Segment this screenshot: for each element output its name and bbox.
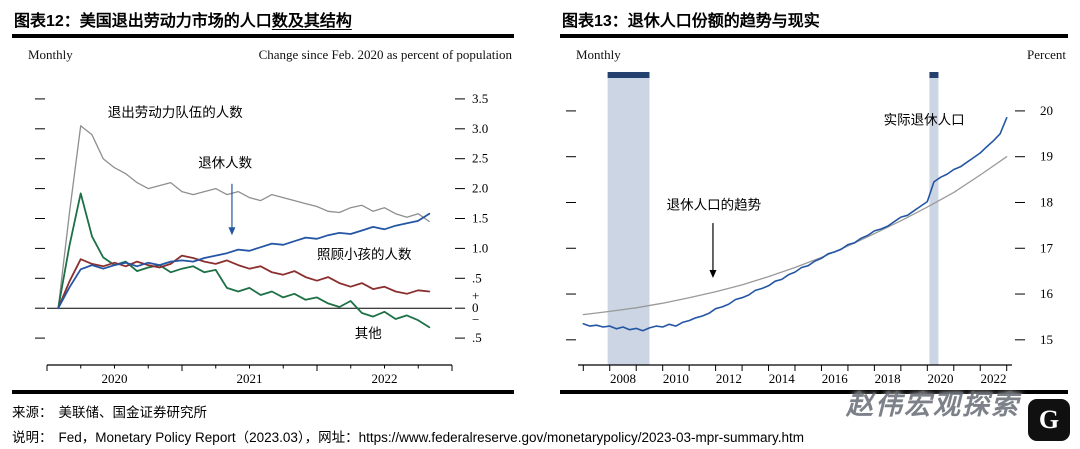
- y-tick-label: 15: [1040, 332, 1053, 347]
- source-line: 来源： 美联储、国金证券研究所: [12, 401, 207, 421]
- note-url[interactable]: https://www.federalreserve.gov/monetaryp…: [358, 430, 805, 445]
- chart12-frequency-label: Monthly: [28, 47, 73, 62]
- y-tick-label: 18: [1040, 194, 1053, 209]
- chart-annotation: 退休人数: [198, 156, 252, 171]
- x-tick-label: 2010: [663, 371, 689, 386]
- x-tick-label: 2020: [928, 371, 954, 386]
- watermark-text: 赵伟宏观探索: [846, 390, 1020, 420]
- y-tick-label: 20: [1040, 103, 1053, 118]
- series-line: [582, 117, 1008, 332]
- annotation-arrow-head: [709, 270, 717, 279]
- x-tick-label: 2018: [875, 371, 901, 386]
- chart13-unit-label: Percent: [1027, 47, 1066, 62]
- x-tick-label: 2012: [716, 371, 742, 386]
- chart12-title: 图表12：美国退出劳动力市场的人口数及其结构: [14, 7, 352, 31]
- recession-band: [607, 72, 650, 365]
- y-tick-label: 16: [1040, 286, 1054, 301]
- y-tick-label: +: [472, 288, 479, 303]
- chart12-top-rule: [12, 34, 514, 38]
- y-tick-label: 17: [1040, 240, 1054, 255]
- recession-band-cap: [607, 72, 650, 78]
- chart13-title-text: 图表13：退休人口份额的趋势与现实: [562, 13, 820, 30]
- y-tick-label: 0: [472, 300, 479, 315]
- chart-annotation: 照顾小孩的人数: [317, 247, 412, 262]
- y-tick-label: 2.0: [472, 181, 488, 196]
- x-tick-label: 2008: [610, 371, 636, 386]
- chart12-bottom-rule: [12, 390, 514, 394]
- y-tick-label: 1.5: [472, 211, 488, 226]
- chart-annotation: 退出劳动力队伍的人数: [108, 105, 243, 120]
- chart13-title: 图表13：退休人口份额的趋势与现实: [562, 7, 820, 31]
- chart12-title-underlined: 数及其结构: [271, 13, 352, 30]
- chart-annotation: 实际退休人口: [884, 113, 965, 128]
- chart12-plot: 2020 2021 2022 3.5 3.0 2.5 2.0 1.5 1.0 .5 +0− .5 退出劳…: [35, 91, 488, 386]
- y-tick-label: 19: [1040, 149, 1053, 164]
- note-label: 说明：: [12, 430, 53, 445]
- note-line: 说明： Fed，Monetary Policy Report（2023.03），网…: [12, 426, 804, 446]
- y-tick-label: 3.5: [472, 91, 488, 106]
- y-tick-label: 3.0: [472, 121, 488, 136]
- series-line: [57, 125, 430, 309]
- chart12-title-text: 图表12：美国退出劳动力市场的人口: [14, 13, 272, 30]
- x-tick-label: 2016: [822, 371, 849, 386]
- annotation-arrow-head: [228, 227, 236, 236]
- series-line: [57, 254, 431, 310]
- recession-band-cap: [929, 72, 939, 78]
- note-text: Fed，Monetary Policy Report（2023.03），网址：: [58, 430, 359, 445]
- chart13-panel: 图表13：退休人口份额的趋势与现实 Monthly Percent 2008 20…: [560, 0, 1068, 449]
- x-tick-label: 2021: [237, 371, 263, 386]
- y-tick-label: .5: [472, 330, 482, 345]
- chart12-unit-label: Change since Feb. 2020 as percent of pop…: [258, 47, 512, 62]
- y-tick-label: .5: [472, 270, 482, 285]
- chart-annotation: 退休人口的趋势: [667, 197, 762, 212]
- gelonghui-logo-icon: G: [1028, 399, 1070, 441]
- recession-band: [929, 72, 939, 365]
- y-tick-label: −: [472, 312, 479, 327]
- source-text: 美联储、国金证券研究所: [58, 405, 208, 420]
- chart13-bottom-rule: [560, 390, 1068, 394]
- x-tick-label: 2022: [980, 371, 1006, 386]
- chart-annotation: 其他: [355, 326, 382, 341]
- x-tick-label: 2022: [372, 371, 398, 386]
- y-tick-label: 1.0: [472, 240, 488, 255]
- x-tick-label: 2014: [769, 371, 796, 386]
- gelonghui-logo-letter: G: [1038, 405, 1060, 434]
- source-label: 来源：: [12, 405, 53, 420]
- chart13-plot: 2008 2010 2012 2014 2016 2018 2020 2022 20 19 18 17…: [566, 72, 1054, 386]
- series-line: [582, 156, 1008, 316]
- x-tick-label: 2020: [102, 371, 128, 386]
- series-line: [57, 212, 431, 310]
- chart13-frequency-label: Monthly: [576, 47, 621, 62]
- chart12-panel: 图表12：美国退出劳动力市场的人口数及其结构 Monthly Change si…: [12, 0, 514, 449]
- y-tick-label: 2.5: [472, 151, 488, 166]
- chart13-top-rule: [560, 34, 1068, 38]
